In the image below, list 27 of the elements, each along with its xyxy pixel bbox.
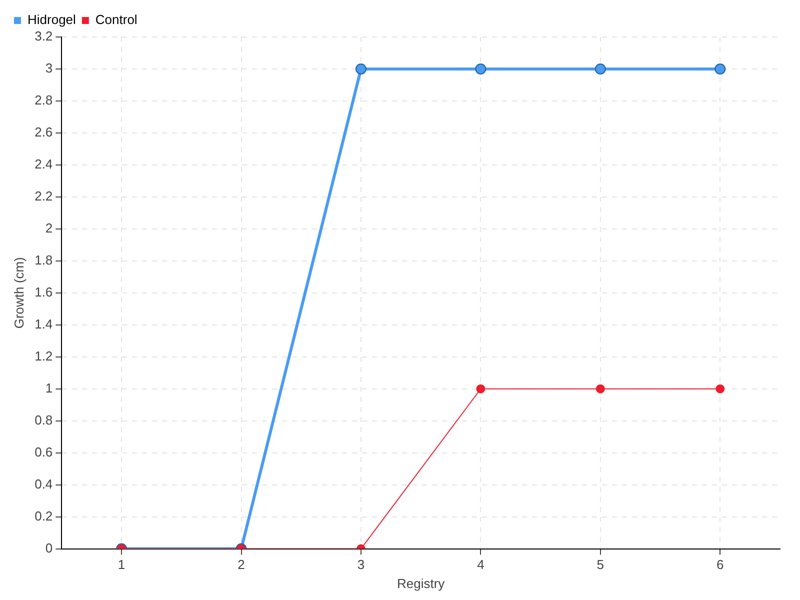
y-axis-title: Growth (cm) (11, 257, 26, 329)
y-tick-label: 2 (45, 220, 53, 236)
legend-label: Hidrogel (28, 12, 76, 28)
y-tick-label: 0.6 (34, 444, 53, 460)
y-tick-label: 1 (45, 380, 53, 396)
y-tick-label: 0.2 (34, 508, 53, 524)
x-tick-label: 6 (716, 557, 724, 572)
y-tick-label: 2.8 (34, 92, 53, 108)
y-tick-label: 2.2 (34, 188, 53, 204)
legend-label: Control (95, 12, 138, 28)
y-tick-label: 0 (45, 540, 53, 556)
y-tick-label: 1.6 (34, 284, 53, 300)
y-tick-label: 0.8 (34, 412, 53, 428)
y-tick-label: 1.2 (34, 348, 53, 364)
y-tick-label: 3.2 (34, 28, 53, 44)
y-tick-label: 3 (45, 60, 53, 76)
y-tick-label: 2.6 (34, 124, 53, 140)
x-tick-label: 5 (596, 557, 604, 572)
y-tick-label: 0.4 (34, 476, 53, 492)
x-axis-title: Registry (396, 576, 446, 591)
x-tick-label: 2 (238, 557, 245, 572)
y-tick-label: 1.4 (34, 316, 53, 332)
y-tick-label: 2.4 (34, 156, 53, 172)
y-tick-label: 1.8 (34, 252, 53, 268)
x-tick-label: 4 (477, 557, 484, 572)
x-tick-label: 3 (357, 557, 365, 572)
x-tick-label: 1 (118, 557, 126, 572)
